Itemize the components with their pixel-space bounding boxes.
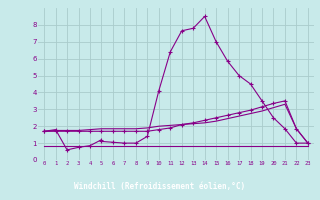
Text: Windchill (Refroidissement éolien,°C): Windchill (Refroidissement éolien,°C) — [75, 182, 245, 192]
